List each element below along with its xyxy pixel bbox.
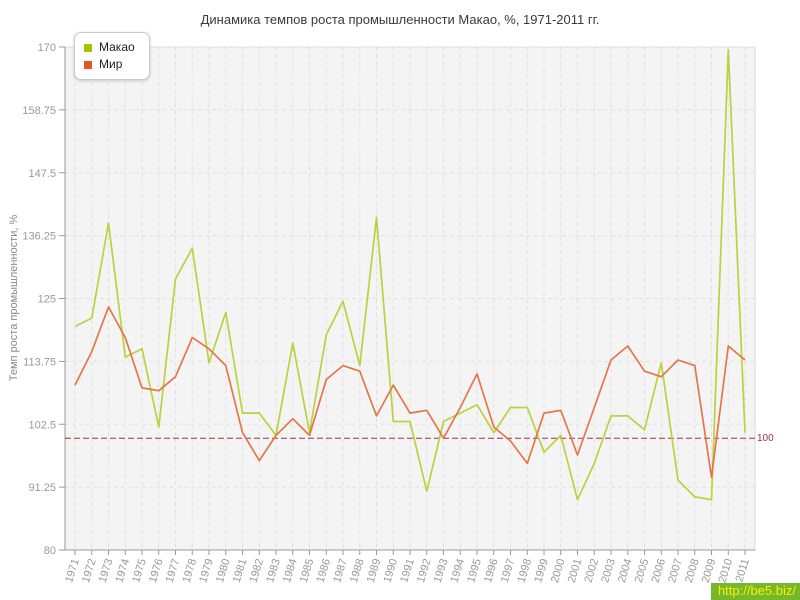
x-tick-label: 2003 — [599, 557, 618, 584]
x-tick-label: 1975 — [130, 557, 149, 584]
y-tick-label: 125 — [38, 294, 56, 306]
legend-label-macao: Макао — [99, 40, 135, 54]
x-tick-label: 2007 — [666, 557, 685, 584]
x-tick-label: 1980 — [214, 557, 233, 584]
x-tick-label: 1998 — [515, 557, 534, 584]
y-tick-label: 147.5 — [28, 168, 56, 180]
x-tick-label: 1979 — [197, 557, 216, 584]
x-tick-label: 2009 — [700, 557, 719, 584]
x-tick-label: 1983 — [264, 557, 283, 584]
y-tick-label: 170 — [38, 42, 56, 54]
legend-item-macao[interactable]: Макао — [84, 39, 135, 56]
series-line-mir — [74, 306, 746, 479]
x-tick-label: 1972 — [80, 557, 99, 584]
x-tick-label: 1978 — [180, 557, 199, 584]
x-tick-label: 2006 — [649, 557, 668, 584]
x-tick-label: 1985 — [298, 557, 317, 584]
x-tick-label: 1993 — [432, 557, 451, 584]
x-tick-label: 1990 — [381, 557, 400, 584]
legend-swatch-mir — [84, 60, 92, 69]
series-line-macao — [74, 48, 746, 501]
x-tick-label: 1987 — [331, 557, 350, 584]
y-tick-label: 102.5 — [28, 419, 56, 431]
legend-label-mir: Мир — [99, 57, 123, 71]
x-tick-label: 1995 — [465, 557, 484, 584]
x-tick-label: 1981 — [231, 557, 250, 584]
x-tick-label: 1988 — [348, 557, 367, 584]
x-tick-label: 1973 — [97, 557, 116, 584]
y-tick-label: 136.25 — [22, 231, 56, 243]
x-tick-label: 1984 — [281, 557, 300, 584]
y-axis-title: Темп роста промышленности, % — [8, 214, 20, 382]
x-tick-label: 2004 — [616, 557, 635, 584]
x-tick-label: 1971 — [63, 557, 82, 584]
y-tick-label: 113.75 — [23, 356, 56, 368]
x-tick-label: 2002 — [582, 557, 601, 584]
x-tick-label: 1989 — [365, 557, 384, 584]
y-tick-label: 158.75 — [22, 105, 56, 117]
x-tick-label: 1982 — [247, 557, 266, 584]
x-tick-label: 1991 — [398, 557, 417, 584]
watermark-link[interactable]: http://be5.biz/ — [710, 583, 800, 600]
x-tick-label: 1996 — [482, 557, 501, 584]
x-tick-label: 1994 — [448, 557, 467, 584]
x-tick-label: 2011 — [733, 557, 751, 583]
y-tick-label: 91.25 — [28, 482, 56, 494]
x-tick-label: 2001 — [566, 557, 585, 584]
legend-item-mir[interactable]: Мир — [84, 56, 135, 73]
y-tick-label: 80 — [44, 545, 56, 557]
x-tick-label: 2010 — [716, 557, 735, 584]
x-tick-label: 1992 — [415, 557, 434, 584]
x-tick-label: 1999 — [532, 557, 551, 584]
x-tick-label: 1997 — [499, 557, 518, 584]
legend: Макао Мир — [74, 32, 150, 80]
x-tick-label: 1974 — [113, 557, 132, 584]
x-tick-label: 1976 — [147, 557, 166, 584]
legend-swatch-macao — [84, 43, 92, 52]
x-tick-label: 1986 — [314, 557, 333, 584]
x-tick-label: 2005 — [633, 557, 652, 584]
x-tick-label: 2000 — [549, 557, 568, 584]
reference-line-label: 100 — [757, 433, 774, 444]
x-tick-label: 2008 — [683, 557, 702, 584]
x-tick-label: 1977 — [164, 557, 183, 584]
chart-title: Динамика темпов роста промышленности Мак… — [200, 12, 600, 27]
